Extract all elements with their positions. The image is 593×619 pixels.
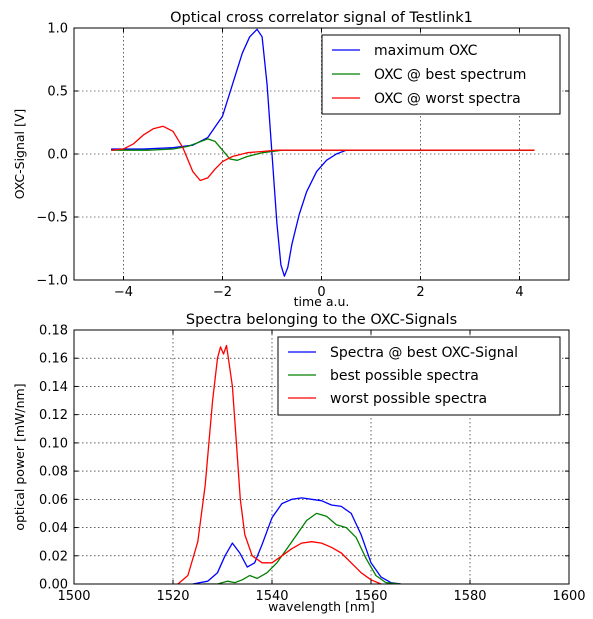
series-line-1 [111,28,535,277]
y-axis-label: OXC-Signal [V] [12,109,27,200]
legend: Spectra @ best OXC-Signal best possible s… [277,336,561,416]
x-axis-label: time a.u. [294,294,350,309]
x-axis-label: wavelength [nm] [268,599,375,614]
legend-box [321,34,561,115]
y-tick-label: 0.18 [39,324,68,339]
y-tick-label: 0.02 [39,549,68,564]
y-tick-label: 1.0 [47,22,68,37]
series-line-2 [111,138,535,161]
y-tick-label: 0.5 [47,85,68,100]
y-tick-label: 0.06 [39,493,68,508]
chart-title: Spectra belonging to the OXC-Signals [186,312,457,328]
axes-frame [73,329,570,585]
y-tick-label: 0.0 [47,148,68,163]
x-tick-label: 1580 [453,589,486,604]
series-line-2 [202,512,401,584]
series-group [177,344,401,584]
x-tick-label: −2 [213,285,232,300]
y-tick-label: 0.16 [39,352,68,367]
x-tick-label: 4 [515,285,523,300]
legend: maximum OXC OXC @ best spectrum OXC @ wors… [321,34,561,115]
legend-label: best possible spectra [330,368,479,384]
series-line-3 [111,125,535,182]
legend-label: OXC @ best spectrum [374,67,526,83]
x-tick-label: 1520 [156,589,189,604]
x-tick-label: 1560 [354,589,387,604]
x-tick-label: 2 [416,285,424,300]
y-tick-label: −0.5 [36,211,68,226]
y-tick-label: 0.12 [39,408,68,423]
y-tick-label: 0.00 [39,578,68,593]
legend-label: Spectra @ best OXC-Signal [330,345,518,361]
y-axis-label: optical power [mW/nm] [12,383,27,530]
y-tick-label: 0.10 [39,436,68,451]
x-tick-label: 0 [317,285,325,300]
x-tick-label: 1600 [552,589,585,604]
x-tick-label: 1540 [255,589,288,604]
legend-label: maximum OXC [374,43,478,59]
chart-title: Optical cross correlator signal of Testl… [170,10,473,26]
x-tick-label: 1500 [57,589,90,604]
ticks: 1500 1520 1540 1560 1580 1600 0.00 0.02 0.04 0.06… [39,324,586,605]
chart-2: 1500 1520 1540 1560 1580 1600 0.00 0.02 0.04 0.06… [12,312,586,614]
x-tick-label: −4 [114,285,133,300]
y-tick-label: 0.14 [39,380,68,395]
series-group [111,28,535,277]
y-tick-label: −1.0 [36,274,68,289]
legend-label: worst possible spectra [330,391,487,407]
ticks: −4 −2 0 2 4 1.0 0.5 0.0 −0.5 −1.0 [36,22,569,300]
series-line-1 [192,497,401,584]
y-tick-label: 0.04 [39,521,68,536]
chart-1: −4 −2 0 2 4 1.0 0.5 0.0 −0.5 −1.0 Optical cross co… [12,10,570,309]
legend-label: OXC @ worst spectra [374,91,521,107]
legend-box [277,336,561,416]
series-line-3 [177,344,382,584]
y-tick-label: 0.08 [39,465,68,480]
